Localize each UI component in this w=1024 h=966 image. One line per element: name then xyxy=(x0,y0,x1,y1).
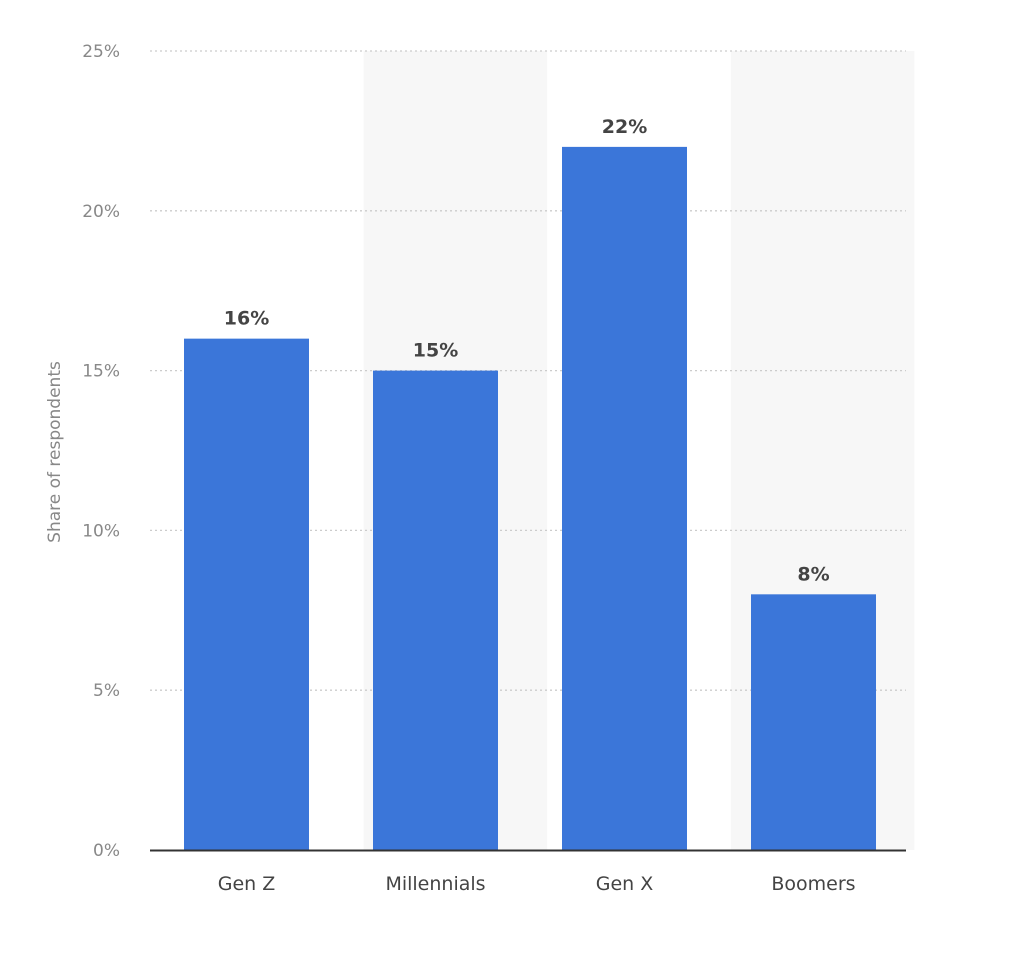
bars xyxy=(184,146,876,850)
data-label: 15% xyxy=(413,340,458,362)
bar xyxy=(751,594,876,850)
y-axis-title: Share of respondents xyxy=(45,361,65,543)
bar xyxy=(373,370,498,850)
y-tick-labels: 0% 5% 10% 15% 20% 25% xyxy=(82,42,120,861)
y-tick-label: 10% xyxy=(82,521,120,541)
x-tick-label: Gen X xyxy=(596,873,654,895)
x-tick-labels: Gen Z Millennials Gen X Boomers xyxy=(218,873,856,895)
y-tick-label: 20% xyxy=(82,202,120,222)
y-tick-label: 0% xyxy=(93,841,120,861)
x-tick-label: Boomers xyxy=(771,873,855,895)
data-labels: 16% 15% 22% 8% xyxy=(224,116,830,585)
data-label: 8% xyxy=(797,563,829,585)
y-tick-label: 25% xyxy=(82,42,120,62)
data-label: 22% xyxy=(602,116,647,138)
y-tick-label: 5% xyxy=(93,681,120,701)
bar xyxy=(562,146,687,850)
bar xyxy=(184,338,309,850)
data-label: 16% xyxy=(224,308,269,330)
x-tick-label: Gen Z xyxy=(218,873,276,895)
y-tick-label: 15% xyxy=(82,362,120,382)
x-tick-label: Millennials xyxy=(385,873,485,895)
